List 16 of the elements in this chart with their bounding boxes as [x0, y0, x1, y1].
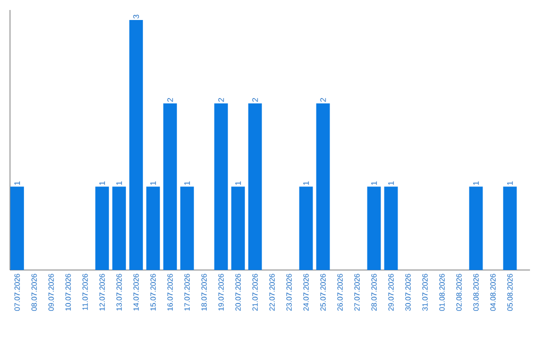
data-label: 2 [218, 98, 224, 102]
data-label: 1 [14, 181, 20, 185]
data-label: 1 [473, 181, 479, 185]
data-label: 1 [116, 181, 122, 185]
data-label: 1 [184, 181, 190, 185]
data-label: 1 [150, 181, 156, 185]
data-label: 2 [320, 98, 326, 102]
data-label: 3 [133, 14, 139, 18]
data-label: 2 [252, 98, 258, 102]
data-label: 1 [99, 181, 105, 185]
data-label: 2 [167, 98, 173, 102]
data-label: 1 [371, 181, 377, 185]
data-label: 1 [388, 181, 394, 185]
data-label: 1 [507, 181, 513, 185]
data-label: 1 [235, 181, 241, 185]
data-label: 1 [303, 181, 309, 185]
